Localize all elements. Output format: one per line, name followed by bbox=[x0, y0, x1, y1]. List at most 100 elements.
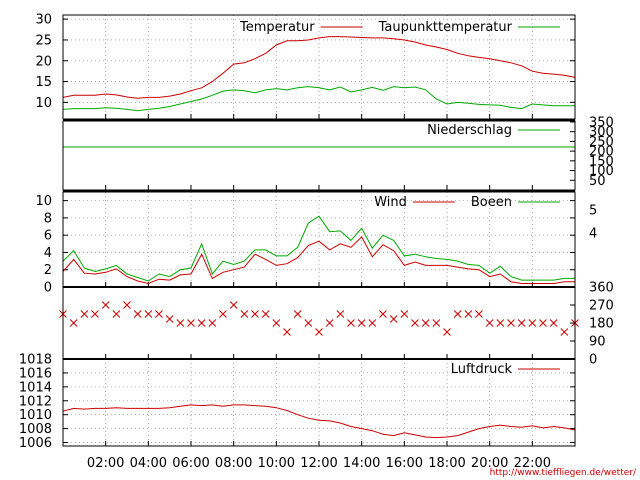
x-tick-label: 02:00 bbox=[87, 456, 124, 471]
wind-y-tick-label: 8 bbox=[44, 211, 52, 226]
wind-direction-marker bbox=[144, 310, 153, 318]
pressure-y-tick-label: 1008 bbox=[19, 422, 52, 437]
x-tick-label: 04:00 bbox=[130, 456, 167, 471]
x-tick-label: 08:00 bbox=[215, 456, 252, 471]
x-tick-label: 14:00 bbox=[343, 456, 380, 471]
temperature-y-tick-label: 10 bbox=[35, 96, 52, 111]
pressure-y-tick-label: 1014 bbox=[19, 380, 52, 395]
x-axis: 02:00 04:00 06:00 08:00 10:00 12:00 14:00 16:00… bbox=[87, 456, 551, 471]
taupunkttemperatur-line bbox=[62, 86, 575, 112]
wind-direction-marker bbox=[112, 310, 121, 318]
wind-direction-marker bbox=[389, 315, 398, 323]
x-tick-label: 18:00 bbox=[428, 456, 465, 471]
x-tick-label: 20:00 bbox=[471, 456, 508, 471]
precipitation-y-tick-label: 300 bbox=[589, 125, 614, 140]
luftdruck-legend-label: Luftdruck bbox=[451, 362, 513, 377]
wind-y-tick-label: 6 bbox=[44, 229, 52, 244]
wind-direction-marker bbox=[464, 310, 473, 318]
wind-y-tick-label: 10 bbox=[35, 194, 52, 209]
wind-right-label: 5 bbox=[589, 204, 597, 219]
pressure-y-tick-label: 1006 bbox=[19, 436, 52, 451]
wind-direction-marker bbox=[123, 301, 131, 309]
pressure-y-tick-label: 1018 bbox=[19, 353, 52, 368]
wind-panel: 0 2 4 6 8 10 5 4 Boeen Wind bbox=[35, 191, 597, 296]
wind-y-tick-label: 0 bbox=[44, 281, 52, 296]
wind_direction-y-tick-label: 0 bbox=[589, 353, 597, 368]
wind-direction-marker bbox=[101, 301, 110, 309]
wind-direction-marker bbox=[69, 319, 78, 327]
wind-direction-marker bbox=[443, 328, 451, 336]
wind-right-label: 4 bbox=[589, 227, 597, 242]
wind-direction-marker bbox=[507, 319, 515, 327]
wind_direction-panel: 0 90 180 270 360 bbox=[59, 281, 614, 368]
temperature-y-tick-label: 20 bbox=[35, 54, 52, 69]
wind-direction-marker bbox=[251, 310, 259, 318]
wind-direction-marker bbox=[357, 319, 366, 327]
wind_direction-y-tick-label: 90 bbox=[589, 335, 606, 350]
source-url[interactable]: http://www.tieffliegen.de/wetter/ bbox=[490, 468, 637, 478]
x-tick-label: 12:00 bbox=[300, 456, 337, 471]
wind-direction-marker bbox=[475, 310, 483, 318]
wind-line bbox=[62, 236, 575, 285]
wind_direction-y-tick-label: 360 bbox=[589, 281, 614, 296]
wind-direction-marker bbox=[219, 310, 227, 318]
wind_direction-frame bbox=[62, 286, 576, 360]
x-tick-label: 22:00 bbox=[514, 456, 551, 471]
wind-direction-marker bbox=[315, 328, 323, 336]
wind-direction-marker bbox=[229, 301, 238, 309]
temperature-y-tick-label: 30 bbox=[35, 13, 52, 28]
wind-direction-marker bbox=[272, 319, 281, 327]
niederschlag-legend-label: Niederschlag bbox=[427, 123, 512, 138]
pressure-y-tick-label: 1010 bbox=[19, 408, 52, 423]
wind-direction-marker bbox=[539, 319, 547, 327]
wind-direction-marker bbox=[560, 328, 569, 336]
temperature-panel: 10 15 20 25 30 Taupunkttemperatur Temperatur bbox=[35, 13, 576, 120]
luftdruck-line bbox=[62, 404, 576, 439]
precipitation-y-tick-label: 100 bbox=[589, 164, 614, 179]
wind-direction-marker bbox=[453, 310, 462, 318]
wind-direction-marker bbox=[91, 310, 99, 318]
wind-legend-label: Wind bbox=[374, 195, 407, 210]
pressure-y-tick-label: 1012 bbox=[19, 394, 52, 409]
wind-direction-marker bbox=[261, 310, 270, 318]
wind-direction-marker bbox=[379, 310, 387, 318]
wind-direction-marker bbox=[240, 310, 249, 318]
precipitation-y-tick-label: 250 bbox=[589, 135, 614, 150]
wind-direction-marker bbox=[549, 319, 558, 327]
wind-direction-marker bbox=[208, 319, 217, 327]
wind-direction-marker bbox=[485, 319, 494, 327]
wind-direction-marker bbox=[155, 310, 163, 318]
wind-direction-marker bbox=[336, 310, 345, 318]
wind-direction-marker bbox=[528, 319, 537, 327]
wind-direction-marker bbox=[187, 319, 195, 327]
wind-direction-marker bbox=[432, 319, 441, 327]
taupunkttemperatur-legend-label: Taupunkttemperatur bbox=[378, 20, 513, 35]
wind_direction-y-tick-label: 180 bbox=[589, 317, 614, 332]
temperatur-legend-label: Temperatur bbox=[239, 20, 315, 35]
precipitation-y-tick-label: 200 bbox=[589, 145, 614, 160]
wind-direction-marker bbox=[347, 319, 355, 327]
pressure-y-tick-label: 1016 bbox=[19, 366, 52, 381]
wind-y-tick-label: 2 bbox=[44, 263, 52, 278]
boeen-line bbox=[62, 215, 575, 282]
wind-direction-marker bbox=[400, 310, 409, 318]
wind-y-tick-label: 4 bbox=[44, 246, 52, 261]
wind-direction-marker bbox=[304, 319, 313, 327]
wind-direction-marker bbox=[176, 319, 185, 327]
temperatur-line bbox=[62, 36, 576, 99]
wind-direction-marker bbox=[197, 319, 206, 327]
wind-direction-marker bbox=[411, 319, 419, 327]
wind_direction-y-tick-label: 270 bbox=[589, 299, 614, 314]
boeen-legend-label: Boeen bbox=[471, 195, 512, 210]
wind-direction-marker bbox=[517, 319, 526, 327]
wind-direction-marker bbox=[133, 310, 142, 318]
temperature-y-tick-label: 15 bbox=[35, 75, 52, 90]
precipitation-y-tick-label: 350 bbox=[589, 115, 614, 130]
wind-direction-marker bbox=[283, 328, 291, 336]
wind-direction-marker bbox=[325, 319, 334, 327]
wind-direction-marker bbox=[421, 319, 430, 327]
